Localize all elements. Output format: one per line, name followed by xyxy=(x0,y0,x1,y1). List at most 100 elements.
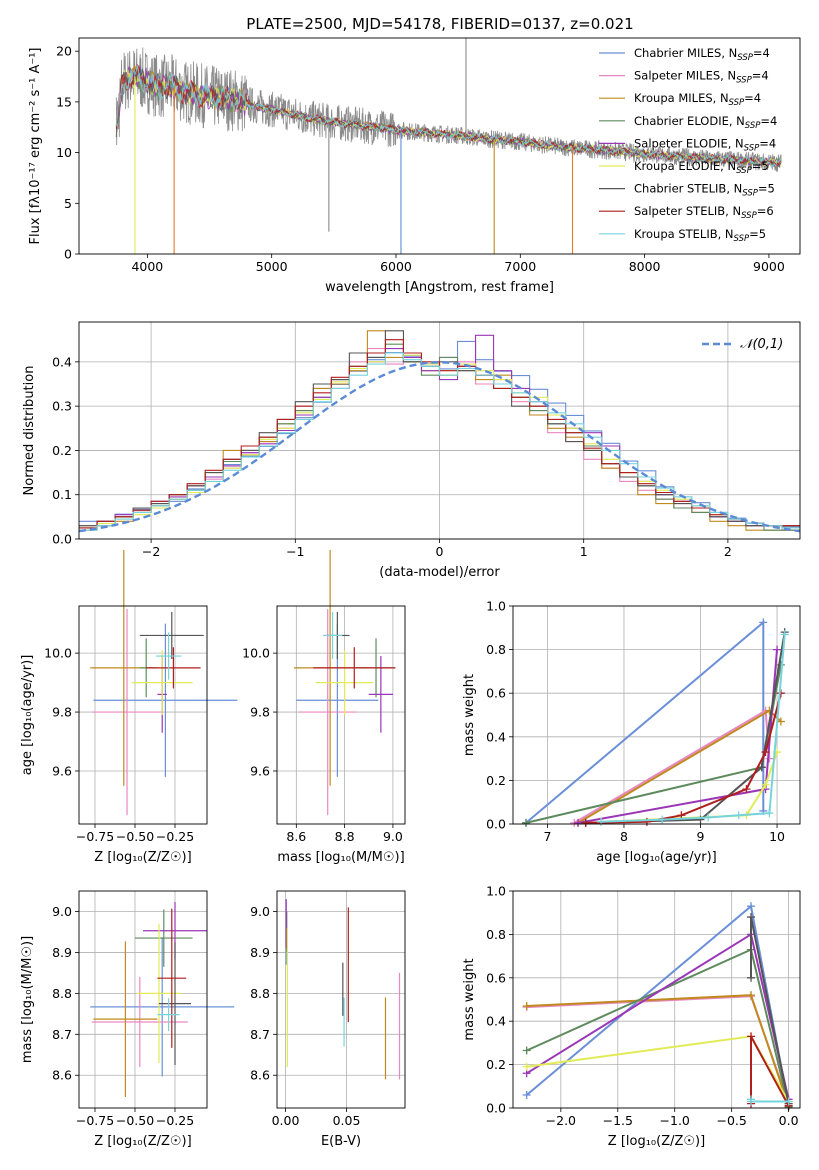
y-tick-label: 15 xyxy=(56,94,72,109)
x-tick-label: −1.5 xyxy=(603,1113,633,1128)
x-axis-label: Z [log₁₀(Z/Z☉)] xyxy=(94,1134,191,1149)
error-bar-point xyxy=(93,941,158,1097)
x-tick-label: 7000 xyxy=(504,259,536,274)
error-bar-point xyxy=(135,909,193,967)
x-tick-label: 9000 xyxy=(753,259,785,274)
weight-point-marker xyxy=(658,815,667,824)
x-axis-label: age [log₁₀(age/yr)] xyxy=(596,850,717,865)
error-bar-point xyxy=(157,998,180,1032)
y-tick-label: 9.0 xyxy=(250,904,270,919)
x-tick-label: 2 xyxy=(724,544,732,559)
y-tick-label: 9.6 xyxy=(250,763,270,778)
error-bar-point xyxy=(139,611,204,660)
x-tick-label: 7 xyxy=(543,829,551,844)
x-tick-label: −0.75 xyxy=(76,829,114,844)
legend-label: Chabrier MILES, NSSP=4 xyxy=(634,46,770,63)
error-bar-point xyxy=(298,608,357,816)
weight-point-marker xyxy=(773,645,782,654)
y-tick-label: 0.2 xyxy=(486,1057,506,1072)
error-bar-point xyxy=(313,647,396,689)
weight-point-marker xyxy=(761,780,770,789)
y-axis-label: Flux [fλ10⁻¹⁷ erg cm⁻² s⁻¹ A⁻¹] xyxy=(28,48,43,245)
x-tick-label: 4000 xyxy=(131,259,163,274)
x-tick-label: 10 xyxy=(769,829,785,844)
y-tick-label: 0.4 xyxy=(486,729,506,744)
x-tick-label: 8.8 xyxy=(335,829,355,844)
weight-point-marker xyxy=(522,1090,531,1099)
weight-point-marker xyxy=(747,1097,756,1106)
weight-point-marker xyxy=(759,618,768,627)
y-axis-label: mass weight xyxy=(462,674,477,756)
weight-point-marker xyxy=(581,818,590,827)
y-axis-label: Normed distribution xyxy=(22,366,37,496)
y-tick-label: 10 xyxy=(56,145,72,160)
residuals-plot-area xyxy=(79,330,800,533)
error-bar-point xyxy=(146,647,201,689)
weight-point-marker xyxy=(742,785,751,794)
legend-label: Kroupa MILES, NSSP=4 xyxy=(634,91,761,108)
y-axis-label: mass [log₁₀(M/M☉)] xyxy=(20,936,35,1063)
y-tick-label: 10.0 xyxy=(44,646,72,661)
weight-point-marker xyxy=(597,817,606,826)
y-tick-label: 9.0 xyxy=(52,904,72,919)
y-tick-label: 8.6 xyxy=(52,1068,72,1083)
x-tick-label: 5000 xyxy=(256,259,288,274)
weight-point-marker xyxy=(761,748,770,757)
legend-label: Kroupa STELIB, NSSP=5 xyxy=(634,227,766,244)
weight-series-line xyxy=(526,932,790,1100)
error-bar-point xyxy=(159,942,191,1066)
weight-series-line xyxy=(577,649,778,824)
legend-label: Chabrier STELIB, NSSP=5 xyxy=(634,182,775,199)
x-tick-label: 6000 xyxy=(380,259,412,274)
x-tick-label: 0.00 xyxy=(272,1113,300,1128)
weight-point-marker xyxy=(747,1032,756,1041)
axes-frame xyxy=(512,605,801,825)
y-tick-label: 0.0 xyxy=(52,532,72,547)
weight-point-marker xyxy=(522,1062,531,1071)
x-axis-label: mass [log₁₀(M/M☉)] xyxy=(277,850,404,865)
weight-point-marker xyxy=(747,902,756,911)
legend-label: Salpeter STELIB, NSSP=6 xyxy=(634,204,774,221)
x-tick-label: −1 xyxy=(286,544,304,559)
legend-label: Kroupa ELODIE, NSSP=5 xyxy=(634,159,769,176)
x-axis-label: E(B-V) xyxy=(321,1134,361,1149)
y-tick-label: 5 xyxy=(64,196,72,211)
error-bar-point xyxy=(157,908,187,1048)
y-tick-label: 8.8 xyxy=(52,986,72,1001)
weight-point-marker xyxy=(734,811,743,820)
error-bar-point xyxy=(131,650,193,715)
histogram-series xyxy=(79,352,800,531)
legend-label: Chabrier ELODIE, NSSP=4 xyxy=(634,114,777,131)
x-tick-label: 0 xyxy=(436,544,444,559)
x-axis-label: wavelength [Angstrom, rest frame] xyxy=(325,280,554,295)
y-tick-label: 0.4 xyxy=(52,354,72,369)
x-axis-label: Z [log₁₀(Z/Z☉)] xyxy=(608,1134,705,1149)
y-tick-label: 0.4 xyxy=(486,1014,506,1029)
y-tick-label: 1.0 xyxy=(486,884,506,899)
y-tick-label: 9.6 xyxy=(52,763,72,778)
y-tick-label: 0.0 xyxy=(486,817,506,832)
weight-point-marker xyxy=(747,913,756,922)
weight-series-line xyxy=(526,1035,790,1103)
axes-frame xyxy=(276,605,406,825)
error-bar-point xyxy=(322,611,343,660)
weight-point-marker xyxy=(522,1046,531,1055)
x-tick-label: −0.75 xyxy=(76,1113,114,1128)
weight-point-marker xyxy=(765,754,774,763)
x-tick-label: 8.6 xyxy=(286,829,306,844)
weight-point-marker xyxy=(522,818,531,827)
y-tick-label: 10.0 xyxy=(242,646,270,661)
y-tick-label: 0.8 xyxy=(486,642,506,657)
y-tick-label: 8.9 xyxy=(52,945,72,960)
x-tick-label: −2.0 xyxy=(546,1113,576,1128)
ebv-vs-mass-panel: 0.00 0.05 8.6 8.7 8.8 8.9 9.0 E(B-V) xyxy=(250,890,406,1149)
y-tick-label: 8.7 xyxy=(52,1027,72,1042)
x-tick-label: 9.0 xyxy=(383,829,403,844)
error-bar-point xyxy=(90,937,235,1077)
x-tick-label: −0.25 xyxy=(156,829,194,844)
x-tick-label: −0.50 xyxy=(116,1113,154,1128)
figure-title: PLATE=2500, MJD=54178, FIBERID=0137, z=0… xyxy=(246,15,633,33)
weight-series-line xyxy=(526,994,790,1107)
x-tick-label: 0.0 xyxy=(779,1113,799,1128)
